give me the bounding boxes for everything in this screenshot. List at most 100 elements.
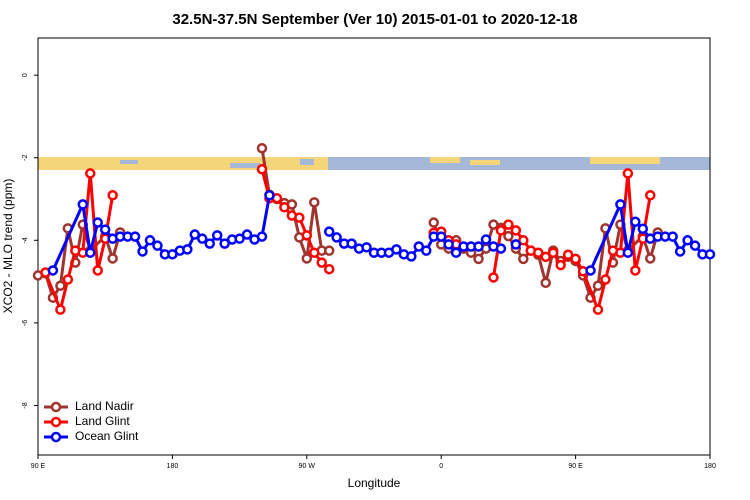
point [85, 168, 96, 179]
point [406, 251, 417, 262]
point [323, 226, 335, 237]
point [540, 251, 551, 263]
point [279, 202, 290, 213]
point [197, 233, 208, 244]
x-axis-label: Longitude [348, 476, 401, 490]
point [55, 280, 66, 291]
point [85, 247, 96, 258]
point [301, 253, 313, 264]
y-tick-label: -6 [22, 320, 29, 326]
point [473, 253, 484, 265]
point [450, 247, 462, 258]
point [592, 304, 604, 315]
y-tick-label: 0 [22, 73, 29, 77]
point [234, 233, 245, 244]
point [55, 304, 66, 315]
point [182, 244, 193, 255]
x-tick-label: 180 [704, 463, 716, 470]
point [443, 239, 454, 250]
point [294, 212, 305, 223]
point [256, 142, 268, 154]
point [689, 240, 701, 251]
point [361, 242, 372, 253]
point [129, 231, 141, 242]
point [256, 231, 268, 242]
point [503, 230, 514, 242]
point [495, 243, 507, 254]
point [309, 197, 320, 208]
point [92, 217, 103, 228]
point [630, 216, 641, 227]
point [637, 223, 649, 234]
x-tick-label: 90 E [31, 463, 46, 470]
point [204, 238, 215, 249]
point [630, 265, 641, 276]
point [518, 253, 529, 265]
point [323, 263, 335, 275]
x-tick-label: 90 E [568, 463, 583, 470]
point [77, 199, 89, 210]
land-band [470, 160, 500, 165]
point [518, 235, 529, 246]
point [137, 246, 148, 257]
legend-label: Land Glint [75, 414, 130, 428]
legend-marker [50, 431, 62, 443]
point [667, 231, 678, 242]
point [622, 168, 634, 179]
point [488, 272, 499, 283]
point [301, 230, 313, 241]
y-tick-label: -8 [22, 402, 29, 408]
chart-title: 32.5N-37.5N September (Ver 10) 2015-01-0… [172, 11, 577, 28]
ocean-speck [120, 160, 138, 164]
point [510, 225, 522, 236]
legend-marker [50, 401, 62, 413]
x-tick-label: 180 [167, 463, 179, 470]
ocean-speck [300, 159, 314, 165]
legend-label: Ocean Glint [75, 429, 139, 443]
point [704, 249, 716, 260]
point [428, 217, 439, 228]
plot-frame [37, 37, 711, 456]
y-tick-label: -4 [22, 237, 29, 243]
point [323, 245, 335, 256]
point [189, 229, 201, 240]
point [47, 265, 59, 276]
point [99, 224, 111, 235]
y-axis-label: XCO2 - MLO trend (ppm) [1, 179, 15, 314]
point [346, 238, 357, 249]
point [241, 229, 253, 240]
point [256, 164, 268, 175]
point [413, 241, 425, 252]
point [107, 253, 118, 264]
legend-marker [50, 416, 62, 428]
land-band [590, 157, 660, 164]
point [435, 231, 447, 242]
point [480, 234, 492, 245]
point [570, 253, 581, 265]
point [622, 247, 634, 258]
point [211, 230, 223, 241]
x-tick-label: 0 [439, 463, 443, 470]
point [682, 235, 693, 246]
point [674, 246, 686, 257]
point [316, 257, 327, 268]
point [421, 245, 432, 256]
point [473, 241, 484, 252]
point [331, 232, 342, 243]
land-band [38, 157, 328, 170]
point [62, 274, 74, 285]
point [92, 265, 103, 276]
point [510, 239, 522, 250]
point [592, 280, 604, 291]
point [107, 190, 118, 201]
point [547, 247, 559, 258]
land-sea-band [38, 157, 710, 170]
point [645, 190, 656, 201]
ocean-speck [230, 163, 260, 168]
point [555, 259, 566, 271]
point [600, 274, 611, 285]
y-tick-label: -2 [22, 155, 29, 161]
point [495, 225, 507, 236]
point [391, 244, 402, 255]
